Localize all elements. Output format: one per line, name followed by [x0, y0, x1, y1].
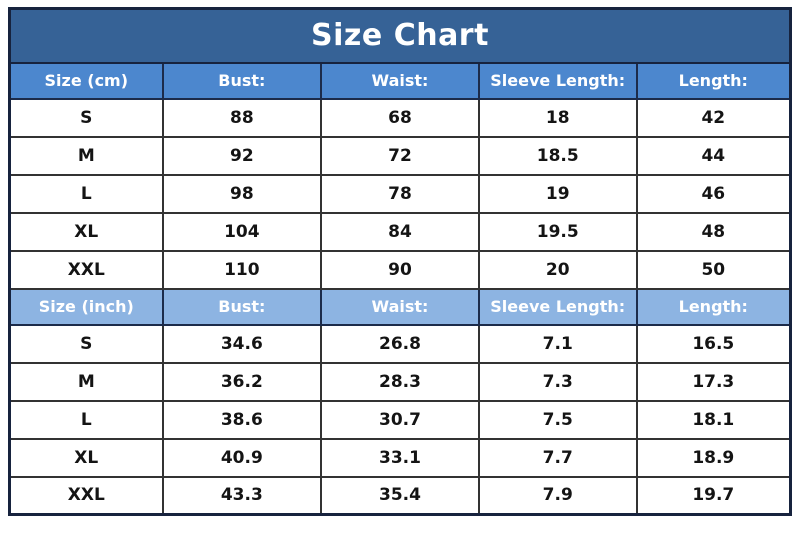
length-cell: 42 [635, 97, 792, 138]
bust-cell: 36.2 [161, 361, 323, 402]
size-chart-table: Size Chart Size (cm) Bust: Waist: Sleeve… [8, 7, 792, 516]
chart-title: Size Chart [8, 7, 792, 64]
table-row-inch-m: M 36.2 28.3 7.3 17.3 [8, 361, 792, 402]
sleeve-cell: 20 [477, 249, 638, 290]
unit-label-cm: Size (cm) [8, 61, 164, 100]
size-cell: XXL [8, 249, 164, 290]
bust-cell: 40.9 [161, 437, 323, 478]
sleeve-cell: 7.3 [477, 361, 638, 402]
col-header-length-cm: Length: [635, 61, 792, 100]
size-cell: S [8, 97, 164, 138]
length-cell: 18.9 [635, 437, 792, 478]
waist-cell: 33.1 [320, 437, 480, 478]
header-row-inch: Size (inch) Bust: Waist: Sleeve Length: … [8, 287, 792, 326]
bust-cell: 104 [161, 211, 323, 252]
col-header-waist-cm: Waist: [320, 61, 480, 100]
waist-cell: 30.7 [320, 399, 480, 440]
bust-cell: 110 [161, 249, 323, 290]
col-header-length-inch: Length: [635, 287, 792, 326]
length-cell: 17.3 [635, 361, 792, 402]
table-row-inch-s: S 34.6 26.8 7.1 16.5 [8, 323, 792, 364]
bust-cell: 98 [161, 173, 323, 214]
length-cell: 19.7 [635, 475, 792, 516]
length-cell: 44 [635, 135, 792, 176]
length-cell: 50 [635, 249, 792, 290]
table-row-cm-s: S 88 68 18 42 [8, 97, 792, 138]
waist-cell: 68 [320, 97, 480, 138]
size-cell: M [8, 135, 164, 176]
waist-cell: 90 [320, 249, 480, 290]
table-row-cm-l: L 98 78 19 46 [8, 173, 792, 214]
waist-cell: 72 [320, 135, 480, 176]
bust-cell: 88 [161, 97, 323, 138]
length-cell: 46 [635, 173, 792, 214]
length-cell: 18.1 [635, 399, 792, 440]
table-row-inch-l: L 38.6 30.7 7.5 18.1 [8, 399, 792, 440]
table-row-cm-xl: XL 104 84 19.5 48 [8, 211, 792, 252]
table-row-cm-m: M 92 72 18.5 44 [8, 135, 792, 176]
waist-cell: 78 [320, 173, 480, 214]
length-cell: 16.5 [635, 323, 792, 364]
sleeve-cell: 7.9 [477, 475, 638, 516]
size-cell: S [8, 323, 164, 364]
size-cell: L [8, 173, 164, 214]
bust-cell: 38.6 [161, 399, 323, 440]
col-header-waist-inch: Waist: [320, 287, 480, 326]
sleeve-cell: 18 [477, 97, 638, 138]
waist-cell: 35.4 [320, 475, 480, 516]
col-header-sleeve-cm: Sleeve Length: [477, 61, 638, 100]
bust-cell: 34.6 [161, 323, 323, 364]
sleeve-cell: 18.5 [477, 135, 638, 176]
bust-cell: 92 [161, 135, 323, 176]
sleeve-cell: 19 [477, 173, 638, 214]
unit-label-inch: Size (inch) [8, 287, 164, 326]
col-header-bust-inch: Bust: [161, 287, 323, 326]
sleeve-cell: 19.5 [477, 211, 638, 252]
size-cell: M [8, 361, 164, 402]
col-header-sleeve-inch: Sleeve Length: [477, 287, 638, 326]
bust-cell: 43.3 [161, 475, 323, 516]
sleeve-cell: 7.7 [477, 437, 638, 478]
table-row-inch-xl: XL 40.9 33.1 7.7 18.9 [8, 437, 792, 478]
waist-cell: 28.3 [320, 361, 480, 402]
sleeve-cell: 7.1 [477, 323, 638, 364]
waist-cell: 26.8 [320, 323, 480, 364]
length-cell: 48 [635, 211, 792, 252]
header-row-cm: Size (cm) Bust: Waist: Sleeve Length: Le… [8, 61, 792, 100]
size-cell: XL [8, 437, 164, 478]
sleeve-cell: 7.5 [477, 399, 638, 440]
size-cell: XL [8, 211, 164, 252]
size-chart: Size Chart Size (cm) Bust: Waist: Sleeve… [8, 7, 792, 516]
col-header-bust-cm: Bust: [161, 61, 323, 100]
size-cell: XXL [8, 475, 164, 516]
table-row-cm-xxl: XXL 110 90 20 50 [8, 249, 792, 290]
waist-cell: 84 [320, 211, 480, 252]
table-row-inch-xxl: XXL 43.3 35.4 7.9 19.7 [8, 475, 792, 516]
title-row: Size Chart [8, 7, 792, 64]
size-cell: L [8, 399, 164, 440]
